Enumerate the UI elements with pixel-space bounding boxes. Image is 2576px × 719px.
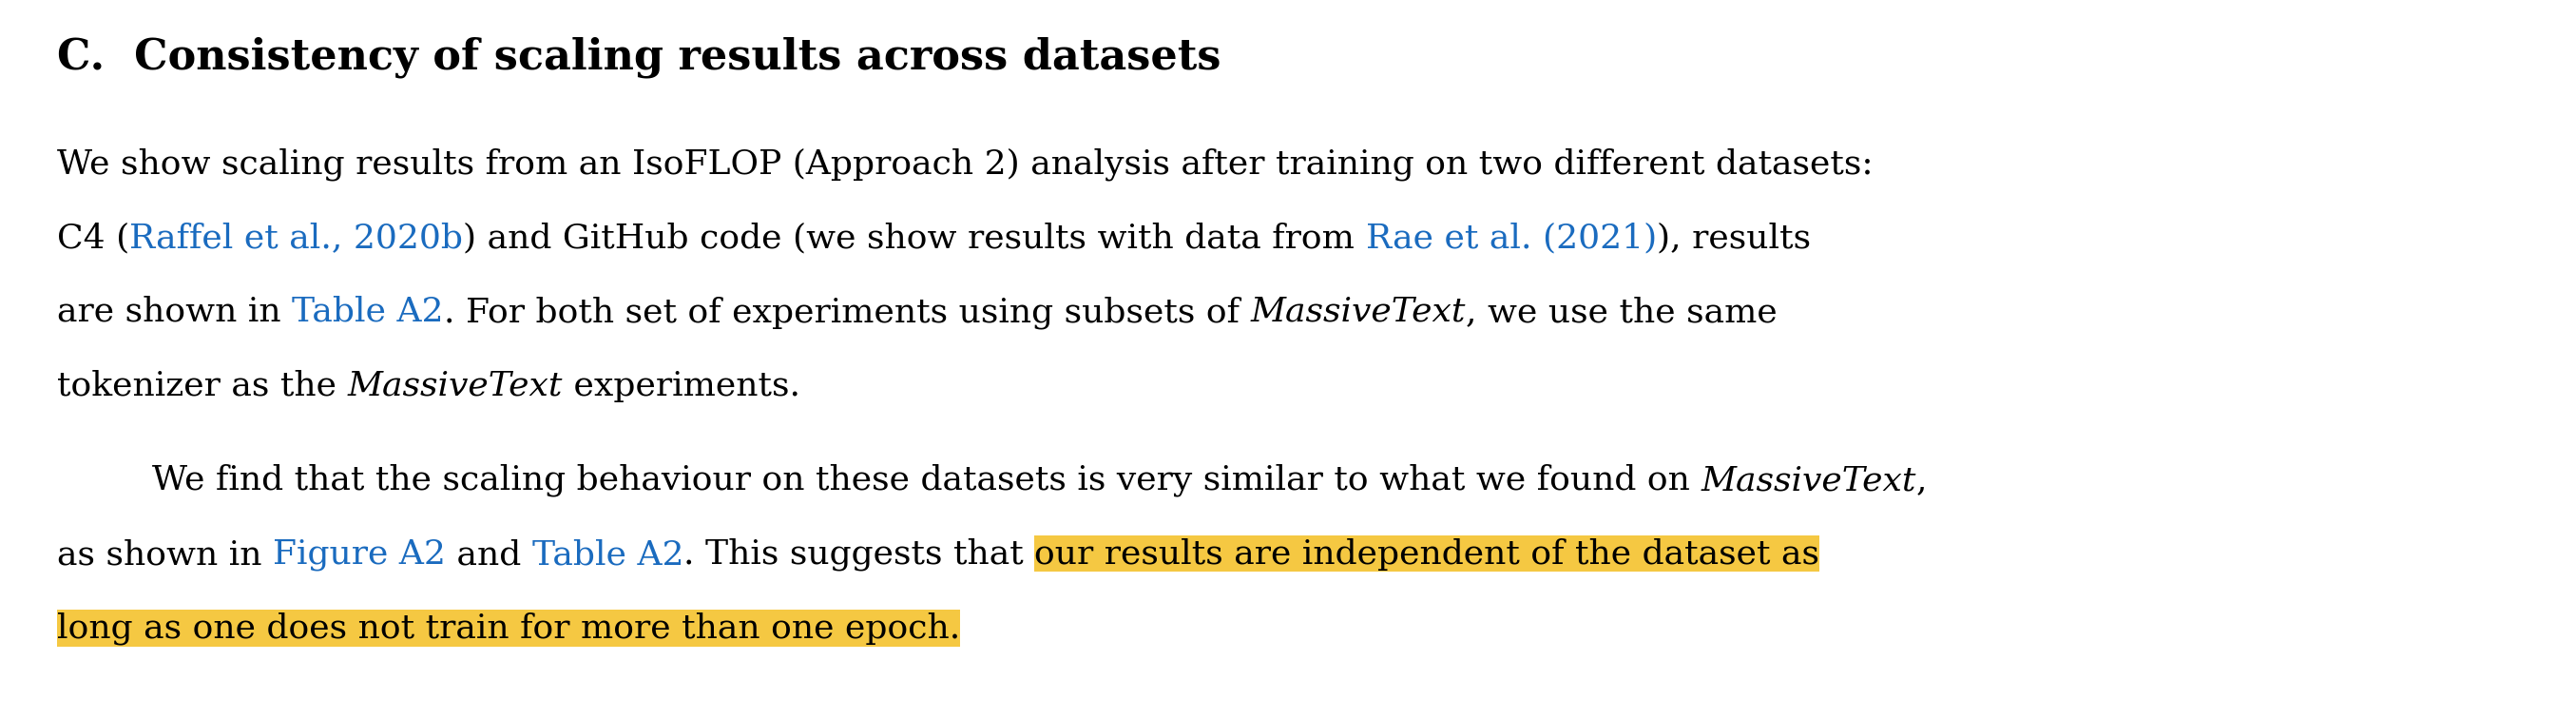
Text: , we use the same: , we use the same bbox=[1466, 296, 1777, 328]
Text: . For both set of experiments using subsets of: . For both set of experiments using subs… bbox=[443, 296, 1249, 329]
Text: MassiveText: MassiveText bbox=[1249, 296, 1466, 328]
Text: C4 (: C4 ( bbox=[57, 221, 129, 254]
Text: MassiveText: MassiveText bbox=[348, 370, 562, 403]
Text: We show scaling results from an IsoFLOP (Approach 2) analysis after training on : We show scaling results from an IsoFLOP … bbox=[57, 147, 1873, 180]
Text: ), results: ), results bbox=[1656, 221, 1811, 254]
Text: C.  Consistency of scaling results across datasets: C. Consistency of scaling results across… bbox=[57, 36, 1221, 78]
Text: Raffel et al., 2020b: Raffel et al., 2020b bbox=[129, 221, 464, 254]
Bar bbox=[57, 610, 961, 646]
Text: are shown in: are shown in bbox=[57, 296, 291, 328]
Text: as shown in: as shown in bbox=[57, 539, 273, 571]
Text: ) and GitHub code (we show results with data from: ) and GitHub code (we show results with … bbox=[464, 221, 1365, 254]
Text: . This suggests that: . This suggests that bbox=[683, 539, 1036, 571]
Text: Table A2: Table A2 bbox=[291, 296, 443, 328]
Text: MassiveText: MassiveText bbox=[1700, 464, 1917, 496]
Text: Table A2: Table A2 bbox=[533, 539, 683, 571]
Text: Figure A2: Figure A2 bbox=[273, 539, 446, 571]
Text: ,: , bbox=[1917, 464, 1927, 496]
Text: long as one does not train for more than one epoch.: long as one does not train for more than… bbox=[57, 613, 961, 645]
Text: experiments.: experiments. bbox=[562, 370, 801, 403]
Bar bbox=[1036, 536, 1819, 572]
Text: Rae et al. (2021): Rae et al. (2021) bbox=[1365, 221, 1656, 254]
Text: our results are independent of the dataset as: our results are independent of the datas… bbox=[1036, 539, 1819, 571]
Text: tokenizer as the: tokenizer as the bbox=[57, 370, 348, 403]
Text: and: and bbox=[446, 539, 533, 571]
Text: We find that the scaling behaviour on these datasets is very similar to what we : We find that the scaling behaviour on th… bbox=[152, 464, 1700, 497]
